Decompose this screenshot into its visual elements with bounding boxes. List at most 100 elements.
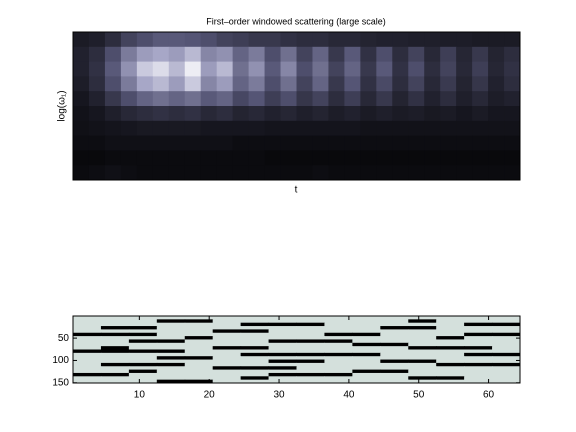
image-cell (324, 356, 353, 361)
image-cell (128, 362, 158, 367)
heatmap-cell (312, 76, 329, 92)
x-tick-label: 60 (483, 390, 495, 401)
image-cell (212, 342, 242, 347)
image-cell (212, 332, 242, 337)
heatmap-cell (88, 120, 106, 137)
x-tick-label: 50 (413, 390, 425, 401)
image-cell (240, 336, 270, 340)
heatmap-cell (104, 135, 122, 151)
heatmap-cell (120, 76, 138, 92)
image-cell (73, 349, 102, 354)
image-cell (184, 352, 214, 357)
heatmap-cell (264, 61, 282, 77)
heatmap-cell (472, 32, 489, 48)
image-cell (464, 359, 493, 364)
heatmap-cell (392, 165, 409, 181)
image-cell (184, 339, 214, 344)
heatmap-cell (344, 150, 361, 166)
image-cell (73, 326, 102, 330)
image-cell (212, 349, 242, 354)
image-cell (436, 319, 465, 324)
image-cell (100, 372, 130, 377)
image-cell (212, 319, 242, 324)
heatmap-cell (360, 165, 377, 181)
x-tick-label: 10 (134, 390, 146, 401)
heatmap-cell (392, 120, 409, 137)
heatmap-cell (360, 150, 377, 166)
image-cell (436, 332, 465, 337)
image-cell (408, 366, 437, 371)
axes-frame (72, 31, 521, 181)
image-cell (436, 369, 465, 374)
x-tick-label: 30 (273, 390, 285, 401)
heatmap-cell (104, 76, 122, 92)
image-cell (436, 346, 465, 350)
image-cell (156, 359, 186, 364)
image-cell (408, 376, 437, 381)
image-cell (436, 352, 465, 357)
y-tick-label: 150 (52, 377, 69, 388)
image-cell (73, 332, 102, 337)
heatmap-cell (73, 76, 90, 92)
heatmap-cell (88, 46, 106, 63)
image-cell (240, 349, 270, 354)
heatmap-cell (152, 61, 170, 77)
image-cell (380, 319, 409, 324)
image-cell (296, 332, 325, 337)
heatmap-cell (120, 120, 138, 137)
image-cell (352, 362, 381, 367)
heatmap-cell (488, 61, 505, 77)
heatmap-cell (88, 76, 106, 92)
heatmap-cell (152, 32, 170, 48)
heatmap-cell (152, 91, 170, 107)
heatmap-cell (73, 135, 90, 151)
heatmap-cell (280, 135, 297, 151)
heatmap-cell (73, 32, 90, 48)
heatmap-cell (472, 106, 489, 122)
x-axis-label: t (295, 185, 298, 196)
image-cell (324, 369, 353, 374)
heatmap-cell (280, 106, 297, 122)
heatmap-cell (168, 150, 186, 166)
heatmap-cell (200, 61, 218, 77)
heatmap-cell (344, 106, 361, 122)
heatmap-cell (472, 150, 489, 166)
image-cell (240, 356, 270, 361)
heatmap-cell (424, 120, 441, 137)
image-cell (268, 372, 297, 377)
heatmap-cell (248, 165, 266, 181)
image-cell (296, 336, 325, 340)
heatmap-cell (328, 106, 345, 122)
image-cell (352, 376, 381, 381)
heatmap-cell (408, 135, 425, 151)
heatmap-cell (73, 46, 90, 63)
heatmap-cell (216, 91, 234, 107)
image-cell (436, 342, 465, 347)
image-cell (324, 359, 353, 364)
image-cell (156, 352, 186, 357)
image-cell (492, 319, 521, 324)
heatmap-cell (200, 46, 218, 63)
heatmap-cell (312, 165, 329, 181)
image-cell (100, 366, 130, 371)
image-cell (73, 359, 102, 364)
heatmap-cell (376, 76, 393, 92)
image-cell (156, 369, 186, 374)
image-cell (352, 359, 381, 364)
image-cell (380, 366, 409, 371)
image-cell (464, 379, 493, 384)
heatmap-cell (312, 150, 329, 166)
image-cell (324, 379, 353, 384)
heatmap-cell (328, 91, 345, 107)
heatmap-cell (392, 46, 409, 63)
heatmap-cell (248, 120, 266, 137)
heatmap-cell (456, 150, 473, 166)
image-cell (436, 356, 465, 361)
heatmap-cell (392, 135, 409, 151)
image-cell (268, 352, 297, 357)
heatmap-cell (88, 106, 106, 122)
image-cell (100, 342, 130, 347)
heatmap-cell (104, 120, 122, 137)
heatmap-cell (184, 165, 202, 181)
image-cell (464, 352, 493, 357)
